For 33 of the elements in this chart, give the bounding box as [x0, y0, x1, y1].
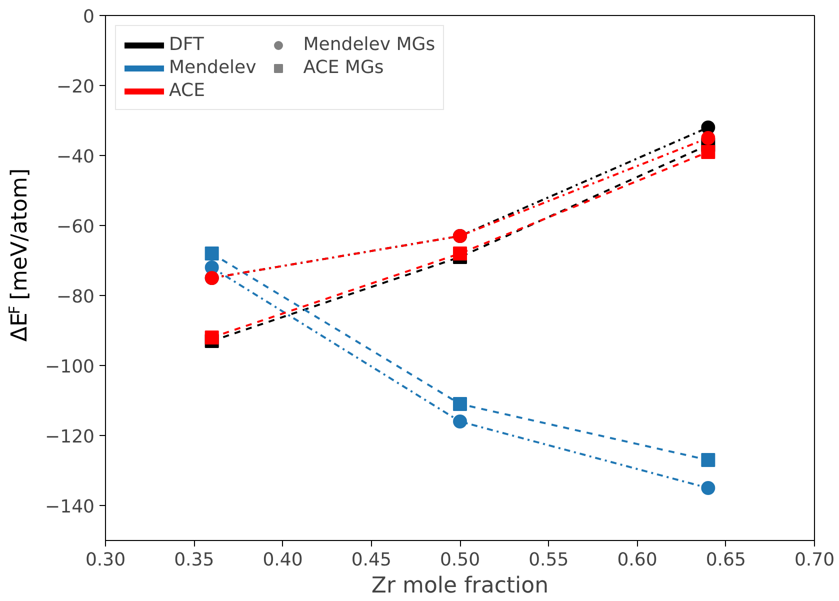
x-tick-label: 0.35	[174, 550, 214, 570]
x-tick-label: 0.30	[85, 550, 126, 570]
x-axis-title: Zr mole fraction	[371, 574, 549, 598]
point	[204, 246, 219, 260]
point	[453, 414, 467, 428]
y-tick-label: −20	[56, 76, 95, 98]
y-tick-label: −100	[45, 356, 95, 378]
y-tick-label: −120	[45, 426, 95, 448]
legend-label: Mendelev MGs	[303, 34, 436, 55]
point	[701, 145, 716, 159]
legend-label: ACE MGs	[303, 57, 384, 78]
x-tick-label: 0.40	[262, 550, 303, 570]
point	[453, 397, 467, 411]
y-tick-label: −40	[56, 146, 95, 168]
x-tick-label: 0.55	[528, 550, 569, 570]
y-axis-title: ΔEF [meV/atom]	[6, 168, 32, 342]
legend-label: Mendelev	[169, 57, 256, 78]
x-tick-label: 0.50	[440, 550, 480, 570]
x-tick-label: 0.60	[617, 550, 658, 570]
y-tick-label: −60	[56, 216, 95, 238]
x-tick-label: 0.70	[794, 550, 835, 570]
y-tick-label: −140	[45, 496, 95, 518]
point	[204, 330, 219, 344]
point	[701, 453, 716, 467]
legend-label: ACE	[169, 80, 205, 101]
point	[701, 481, 716, 495]
point	[453, 246, 467, 260]
x-tick-label: 0.65	[706, 550, 746, 570]
y-tick-label: 0	[83, 6, 94, 28]
legend-label: DFT	[169, 34, 204, 55]
y-tick-label: −80	[56, 286, 95, 308]
point	[701, 131, 716, 145]
x-tick-label: 0.45	[351, 550, 392, 570]
